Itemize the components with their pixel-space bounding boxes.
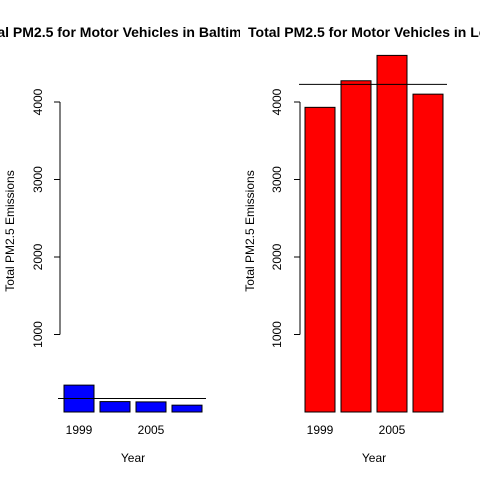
left-panel: Total PM2.5 for Motor Vehicles in Baltim… xyxy=(0,24,264,40)
right-bar-2002 xyxy=(340,80,372,413)
left-y-tick-label: 3000 xyxy=(31,166,45,193)
left-x-tick-label-1999: 1999 xyxy=(66,423,93,437)
left-x-axis-title: Year xyxy=(121,451,145,465)
right-x-tick-label-1999: 1999 xyxy=(307,423,334,437)
left-x-tick-label-2005: 2005 xyxy=(138,423,165,437)
right-x-tick-label-2005: 2005 xyxy=(379,423,406,437)
left-y-tick-label: 4000 xyxy=(31,88,45,115)
left-bar-2008 xyxy=(171,404,203,413)
right-y-tick-label: 2000 xyxy=(270,243,284,270)
left-y-axis-title: Total PM2.5 Emissions xyxy=(3,170,17,291)
right-y-tick-label: 4000 xyxy=(270,88,284,115)
right-x-ticks: 1999 2005 xyxy=(307,423,406,437)
left-y-tick-label: 1000 xyxy=(31,321,45,348)
right-bar-2005 xyxy=(376,54,408,413)
right-y-axis: 1000 2000 3000 4000 xyxy=(270,88,301,348)
right-x-axis-title: Year xyxy=(362,451,386,465)
right-panel-body: Total PM2.5 Emissions Year 1000 2000 3000 4… xyxy=(243,54,447,465)
left-y-axis: 1000 2000 3000 4000 xyxy=(31,88,61,348)
right-y-tick-label: 1000 xyxy=(270,321,284,348)
right-panel: Total PM2.5 for Motor Vehicles in Los An… xyxy=(248,24,480,40)
right-y-axis-title: Total PM2.5 Emissions xyxy=(243,170,257,291)
left-panel-body: Total PM2.5 Emissions Year 1000 2000 3000 4… xyxy=(3,88,206,465)
right-bar-1999 xyxy=(304,106,336,413)
left-chart-title: Total PM2.5 for Motor Vehicles in Baltim… xyxy=(0,24,264,40)
left-x-ticks: 1999 2005 xyxy=(66,423,165,437)
right-bar-2008 xyxy=(412,93,444,413)
right-bars xyxy=(299,54,447,413)
left-bars xyxy=(58,384,206,413)
right-chart-title: Total PM2.5 for Motor Vehicles in Los An… xyxy=(248,24,480,40)
left-y-tick-label: 2000 xyxy=(31,243,45,270)
left-bar-2002 xyxy=(99,401,131,413)
left-bar-2005 xyxy=(135,401,167,413)
right-y-tick-label: 3000 xyxy=(270,166,284,193)
